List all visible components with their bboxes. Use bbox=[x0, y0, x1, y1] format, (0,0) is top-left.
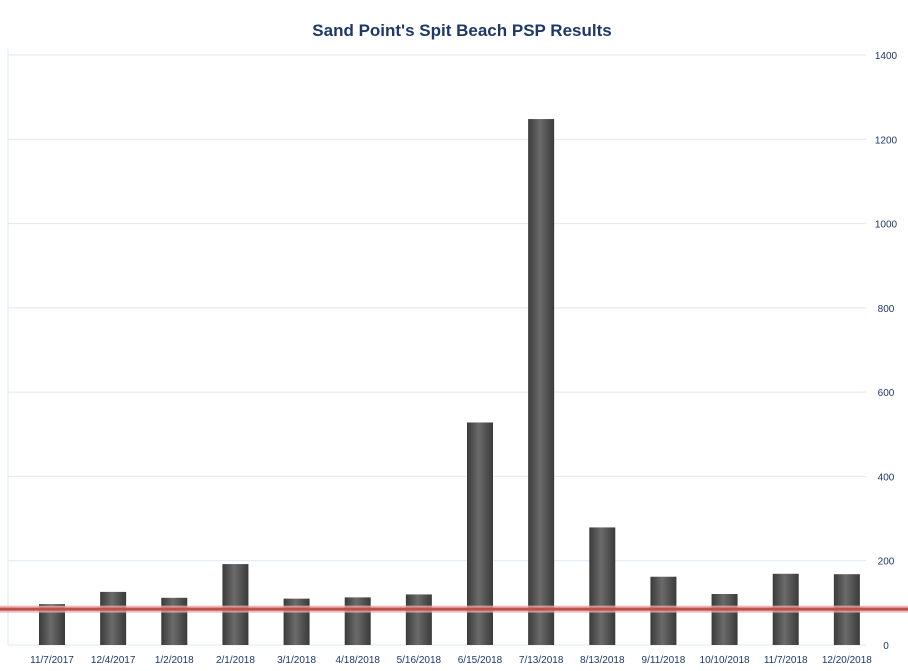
y-tick-label: 800 bbox=[878, 304, 895, 315]
x-tick-label: 8/13/2018 bbox=[580, 655, 625, 666]
x-tick-label: 2/1/2018 bbox=[216, 655, 255, 666]
x-tick-label: 11/7/2018 bbox=[764, 655, 808, 666]
x-tick-label: 12/4/2017 bbox=[91, 655, 136, 666]
y-tick-labels: 0 200 400 600 800 1000 1200 1400 bbox=[875, 51, 898, 652]
y-tick-label: 0 bbox=[883, 641, 889, 652]
x-tick-label: 12/20/2018 bbox=[822, 655, 872, 666]
y-tick-label: 600 bbox=[878, 388, 895, 399]
bar bbox=[405, 594, 432, 645]
bars bbox=[39, 119, 860, 646]
y-tick-label: 1200 bbox=[875, 135, 898, 146]
gridlines bbox=[7, 49, 866, 646]
x-tick-label: 10/10/2018 bbox=[700, 655, 750, 666]
y-tick-label: 200 bbox=[878, 557, 895, 568]
bar bbox=[283, 598, 310, 645]
x-tick-label: 6/15/2018 bbox=[458, 655, 503, 666]
x-tick-label: 7/13/2018 bbox=[519, 655, 564, 666]
bar bbox=[589, 527, 616, 645]
x-tick-labels: 11/7/2017 12/4/2017 1/2/2018 2/1/2018 3/1/20… bbox=[30, 655, 872, 666]
bar bbox=[222, 564, 249, 645]
bar bbox=[711, 594, 738, 645]
y-tick-label: 400 bbox=[878, 472, 895, 483]
x-tick-label: 5/16/2018 bbox=[397, 655, 442, 666]
y-tick-label: 1000 bbox=[875, 220, 898, 231]
x-tick-label: 9/11/2018 bbox=[642, 655, 686, 666]
bar bbox=[100, 591, 127, 645]
chart-title: Sand Point's Spit Beach PSP Results bbox=[312, 21, 611, 40]
x-tick-label: 1/2/2018 bbox=[155, 655, 194, 666]
x-tick-label: 3/1/2018 bbox=[277, 655, 316, 666]
x-tick-label: 11/7/2017 bbox=[30, 655, 74, 666]
bar bbox=[161, 597, 188, 645]
x-tick-label: 4/18/2018 bbox=[335, 655, 380, 666]
bar bbox=[528, 119, 555, 646]
bar bbox=[344, 597, 371, 645]
y-tick-label: 1400 bbox=[875, 51, 898, 62]
